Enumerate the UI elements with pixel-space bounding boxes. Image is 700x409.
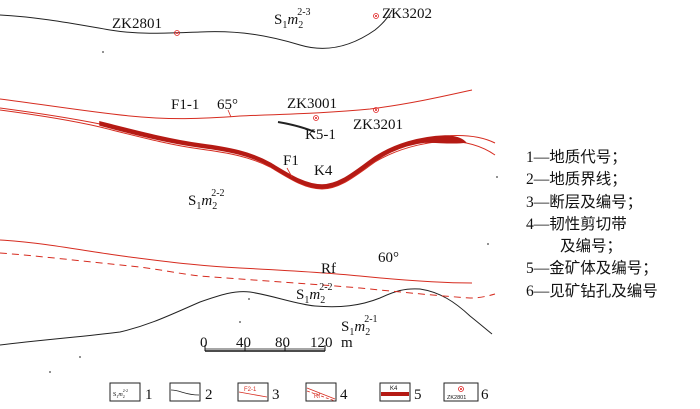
label-f1-1-dip: 65° — [217, 97, 238, 113]
legend-explanation: 1—地质代号； 2—地质界线； 3—断层及编号； 4—韧性剪切带 及编号； 5—… — [526, 147, 698, 303]
legend-box-3-text: F2-1 — [244, 387, 257, 393]
drillhole-zk3202-marker — [373, 13, 379, 19]
top-geologic-boundary — [0, 9, 393, 49]
drillhole-zk3001-marker — [313, 115, 319, 121]
strata-label-low: S1m22-2 — [296, 282, 333, 306]
label-f1: F1 — [283, 153, 299, 169]
scale-unit: m — [341, 335, 353, 351]
label-zk3202: ZK3202 — [382, 6, 432, 22]
bottom-legend: S1m22-2 1 2 F2-1 3 Rf 4 K4 5 ZK2801 6 — [109, 382, 489, 403]
drillhole-zk2801-marker — [174, 30, 180, 36]
map-dots — [49, 51, 498, 373]
legend-box-2 — [169, 382, 201, 402]
rf-upper-boundary — [0, 239, 473, 284]
label-rf-dip: 60° — [378, 250, 399, 266]
rf-dashed-boundary — [0, 252, 496, 299]
label-zk3001: ZK3001 — [287, 96, 337, 112]
label-zk3201: ZK3201 — [353, 117, 403, 133]
legend-item-4: 4—韧性剪切带 — [526, 215, 627, 233]
scale-tick-80: 80 — [275, 335, 290, 351]
scale-tick-120: 120 — [310, 335, 333, 351]
legend-box-3 — [237, 382, 269, 402]
orebody-k5-1 — [277, 121, 316, 133]
label-rf: Rf — [321, 261, 336, 277]
scale-tick-0: 0 — [200, 335, 208, 351]
legend-box-4 — [305, 382, 337, 402]
legend-item-5: 5—金矿体及编号； — [526, 260, 658, 278]
legend-box-1-text: S1m22-2 — [113, 388, 128, 399]
legend-item-2: 2—地质界线； — [526, 171, 627, 189]
lower-geologic-boundary — [0, 288, 493, 346]
fault-f1-1 — [0, 89, 473, 120]
legend-box-1 — [109, 382, 141, 402]
legend-box-4-text: Rf — [314, 394, 320, 400]
legend-number-3: 3 — [272, 387, 280, 403]
scale-bar: 0 40 80 120 m — [200, 335, 353, 352]
legend-item-3: 3—断层及编号； — [526, 193, 643, 211]
legend-number-5: 5 — [414, 387, 422, 403]
legend-item-4-cont: 及编号； — [560, 238, 623, 256]
legend-number-2: 2 — [205, 387, 213, 403]
legend-number-4: 4 — [340, 387, 348, 403]
strata-label-top: S1m22-3 — [274, 7, 311, 31]
legend-number-6: 6 — [481, 387, 489, 403]
legend-box-6 — [443, 382, 479, 402]
orebody-k4 — [99, 121, 467, 189]
legend-box-5-text: K4 — [390, 386, 398, 392]
legend-box-6-text: ZK2801 — [447, 395, 466, 401]
strata-label-mid: S1m22-2 — [188, 188, 225, 212]
shear-zone-upper — [0, 107, 496, 187]
legend-number-1: 1 — [145, 387, 153, 403]
legend-item-1: 1—地质代号； — [526, 149, 627, 166]
label-k4: K4 — [314, 163, 333, 179]
legend-item-6: 6—见矿钻孔及编号 — [526, 282, 658, 300]
label-k5-1: K5-1 — [305, 127, 336, 143]
drillhole-zk3201-marker — [373, 107, 379, 113]
shear-zone-lower — [0, 109, 496, 190]
label-f1-1: F1-1 — [171, 97, 199, 113]
label-zk2801: ZK2801 — [112, 16, 162, 32]
scale-tick-40: 40 — [236, 335, 251, 351]
strata-label-bottom: S1m22-1 — [341, 314, 378, 338]
